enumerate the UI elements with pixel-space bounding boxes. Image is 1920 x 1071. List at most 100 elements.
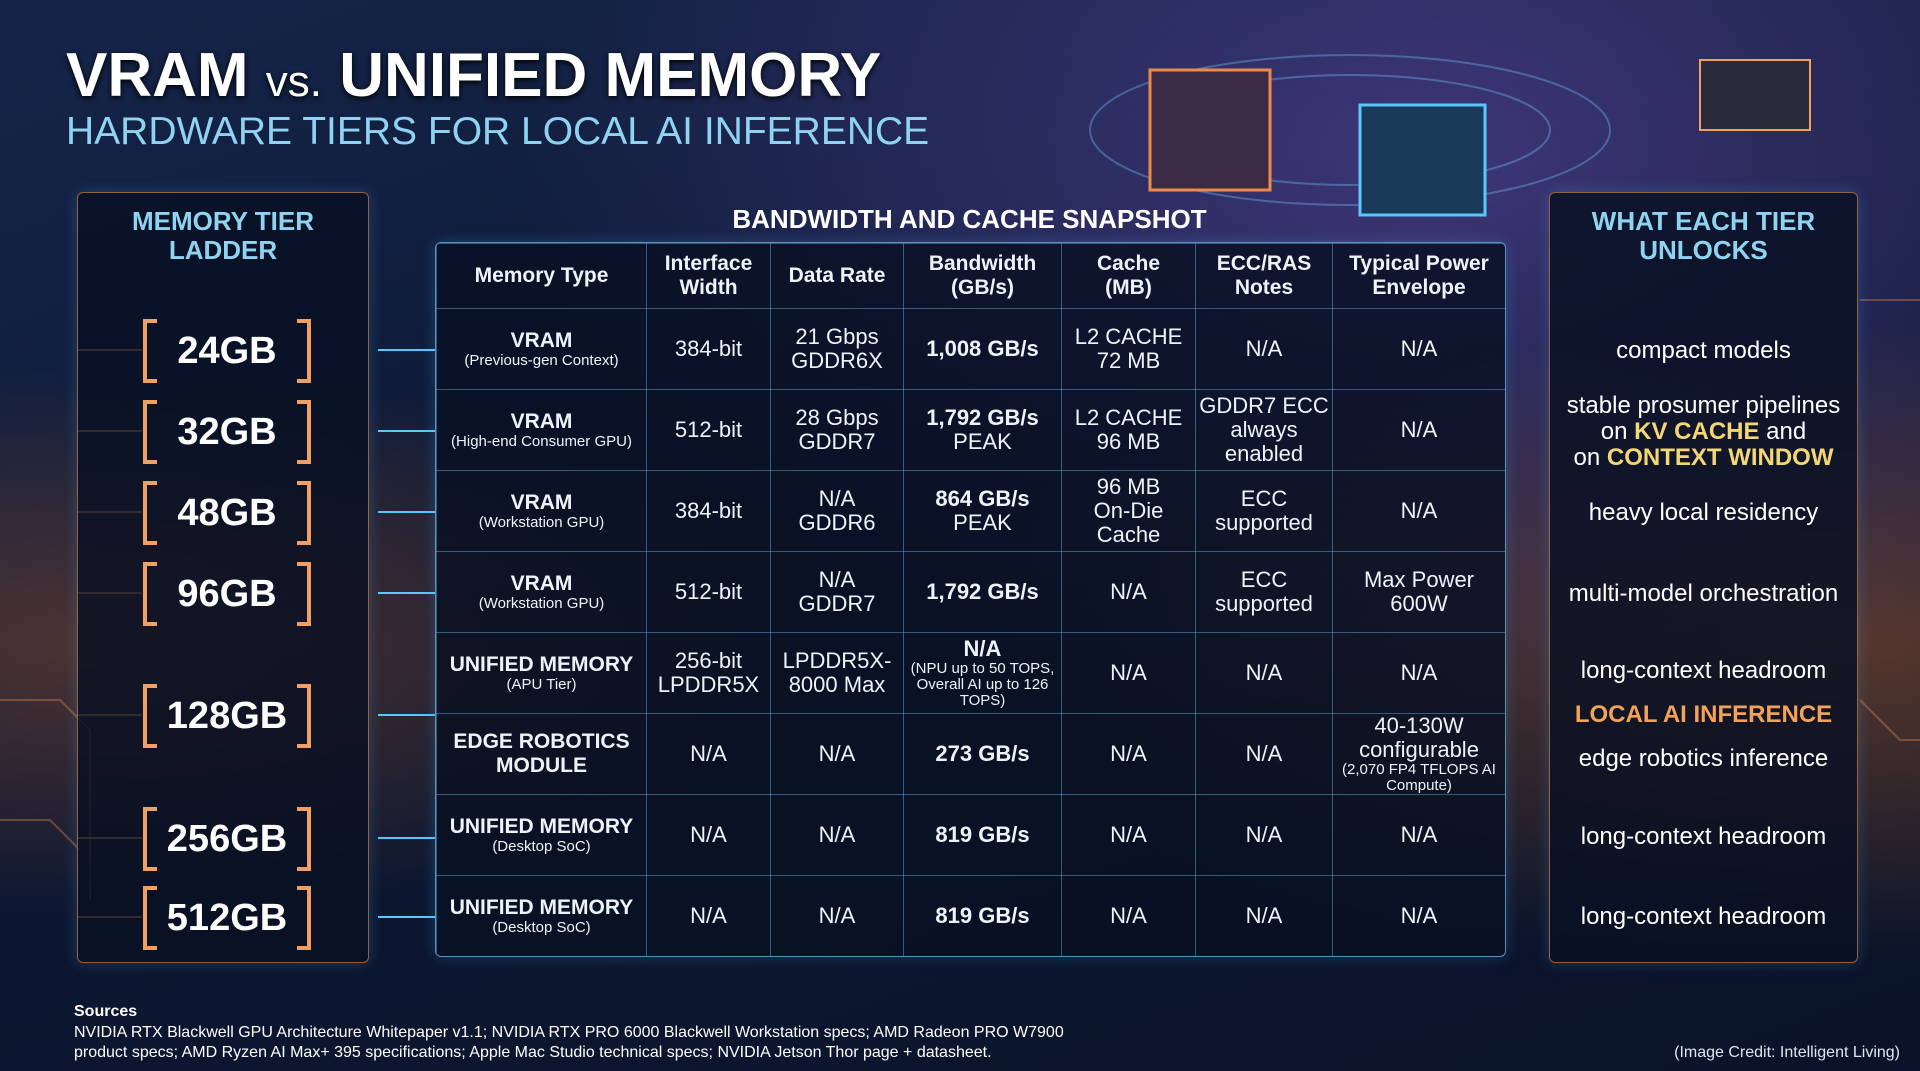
cell-text: GDDR7 <box>798 429 876 454</box>
table-cell: N/A <box>1195 632 1333 714</box>
cell-text: PEAK <box>953 429 1012 454</box>
table-cell: N/A <box>1332 632 1505 714</box>
unlock-text: compact models <box>1616 337 1791 364</box>
unlock-text: edge robotics inference <box>1578 745 1829 772</box>
table-cell: 273 GB/s <box>903 713 1062 795</box>
header-text: Typical Power <box>1349 252 1489 275</box>
cell-text: (High-end Consumer GPU) <box>451 433 632 450</box>
cell-text: EDGE ROBOTICS <box>453 730 630 753</box>
title: VRAM vs. UNIFIED MEMORY <box>66 40 881 111</box>
sources-label: Sources <box>74 1003 138 1020</box>
cell-text: 384-bit <box>674 498 743 523</box>
cell-text: LPDDR5X- <box>782 648 892 673</box>
table-cell: L2 CACHE 96 MB <box>1061 389 1196 471</box>
cell-text: LPDDR5X <box>657 672 760 697</box>
table-cell: VRAM (High-end Consumer GPU) <box>436 389 647 471</box>
cell-text: PEAK <box>953 510 1012 535</box>
cell-text: UNIFIED MEMORY <box>449 896 634 919</box>
spec-table: Memory Type Interface Width Data Rate Bandwi… <box>436 243 1505 956</box>
unlock-text: multi-model orchestration <box>1568 580 1839 607</box>
table-cell: N/A <box>1332 308 1505 390</box>
header-row: Memory Type Interface Width Data Rate Bandwi… <box>436 243 1505 309</box>
cell-text: 1,792 GB/s <box>926 579 1039 604</box>
header-cell: Bandwidth (GB/s) <box>903 243 1062 309</box>
tier-ladder: MEMORY TIER LADDER 24GB 32GB 48GB 96GB 128GB… <box>77 192 369 963</box>
cell-text: (Previous-gen Context) <box>464 352 619 369</box>
cell-text: 28 Gbps <box>795 405 879 430</box>
cell-text: 40-130W <box>1374 713 1464 738</box>
unlock-text: and <box>1759 418 1807 445</box>
unlock-line: long-context headroom <box>1550 658 1857 684</box>
unlock-line: multi-model orchestration <box>1550 581 1857 607</box>
cell-text: N/A <box>690 903 727 928</box>
cell-text: N/A <box>1245 903 1283 928</box>
unlock-item: edge robotics inference <box>1550 746 1857 772</box>
cell-text: 1,008 GB/s <box>926 336 1039 361</box>
cell-text: N/A <box>1400 903 1438 928</box>
cell-text: UNIFIED MEMORY <box>449 815 634 838</box>
unlock-item: long-context headroom <box>1550 904 1857 930</box>
unlock-item: heavy local residency <box>1550 500 1857 526</box>
tier-label: 32GB <box>143 400 311 464</box>
unlock-item: compact models <box>1550 338 1857 364</box>
cell-text: (APU Tier) <box>506 676 577 693</box>
unlock-text: KV CACHE <box>1634 418 1760 445</box>
header-text: Notes <box>1234 276 1294 299</box>
unlock-item: multi-model orchestration <box>1550 581 1857 607</box>
table-cell: N/A (NPU up to 50 TOPS, Overall AI up to … <box>903 632 1062 714</box>
table-cell: 819 GB/s <box>903 875 1062 956</box>
cell-text: N/A <box>690 741 727 766</box>
header-cell: Memory Type <box>436 243 647 309</box>
cell-text: N/A <box>818 903 856 928</box>
table-cell: N/A <box>646 713 771 795</box>
table-cell: L2 CACHE 72 MB <box>1061 308 1196 390</box>
title-vs: vs. <box>265 57 323 106</box>
unlock-line: stable prosumer pipelines <box>1550 393 1857 419</box>
cell-text: N/A <box>690 822 727 847</box>
cell-text: N/A <box>1110 579 1147 604</box>
unlock-item: stable prosumer pipelines on KV CACHE and… <box>1550 393 1857 471</box>
unlock-line: LOCAL AI INFERENCE <box>1550 702 1857 728</box>
cell-text: GDDR7 ECC <box>1199 393 1329 418</box>
table-cell: N/A GDDR6 <box>770 470 904 552</box>
table-cell: UNIFIED MEMORY (APU Tier) <box>436 632 647 714</box>
cell-text: Max Power <box>1363 567 1475 592</box>
cell-text: 384-bit <box>674 336 743 361</box>
cell-text: N/A <box>1400 822 1438 847</box>
table-row: VRAM (Workstation GPU) 384-bit N/A GDDR6 864 … <box>436 470 1505 552</box>
cell-text: N/A <box>1400 498 1438 523</box>
header-text: Width <box>679 276 738 299</box>
table-cell: VRAM (Workstation GPU) <box>436 470 647 552</box>
table-cell: 819 GB/s <box>903 794 1062 876</box>
table-cell: ECC supported <box>1195 551 1333 633</box>
unlock-text: heavy local residency <box>1588 499 1819 526</box>
table-cell: N/A <box>770 875 904 956</box>
table-cell: N/A <box>1195 794 1333 876</box>
table-cell: N/A <box>1332 875 1505 956</box>
table-cell: 28 Gbps GDDR7 <box>770 389 904 471</box>
tier-label: 24GB <box>143 319 311 383</box>
table-row: VRAM (Previous-gen Context) 384-bit 21 Gbps… <box>436 308 1505 390</box>
table-cell: GDDR7 ECC always enabled <box>1195 389 1333 471</box>
table-cell: N/A <box>1061 794 1196 876</box>
tier-label: 256GB <box>143 807 311 871</box>
cell-text: (2,070 FP4 TFLOPS AI Compute) <box>1342 761 1496 794</box>
header-cell: Cache (MB) <box>1061 243 1196 309</box>
header-cell: Interface Width <box>646 243 771 309</box>
cell-text: ECC <box>1240 567 1288 592</box>
cell-text: 512-bit <box>674 579 743 604</box>
unlock-item: LOCAL AI INFERENCE <box>1550 702 1857 728</box>
table-panel: Memory Type Interface Width Data Rate Bandwi… <box>435 242 1506 957</box>
cell-text: N/A <box>1400 417 1438 442</box>
table-cell: N/A <box>1061 632 1196 714</box>
cell-text: On-Die Cache <box>1093 498 1164 547</box>
cell-text: UNIFIED MEMORY <box>449 653 634 676</box>
cell-text: L2 CACHE <box>1074 405 1183 430</box>
table-cell: N/A <box>1061 551 1196 633</box>
cell-text: N/A <box>1245 741 1283 766</box>
unlock-line: long-context headroom <box>1550 824 1857 850</box>
table-cell: UNIFIED MEMORY (Desktop SoC) <box>436 794 647 876</box>
table-cell: N/A <box>1332 389 1505 471</box>
cell-text: N/A <box>1400 336 1438 361</box>
